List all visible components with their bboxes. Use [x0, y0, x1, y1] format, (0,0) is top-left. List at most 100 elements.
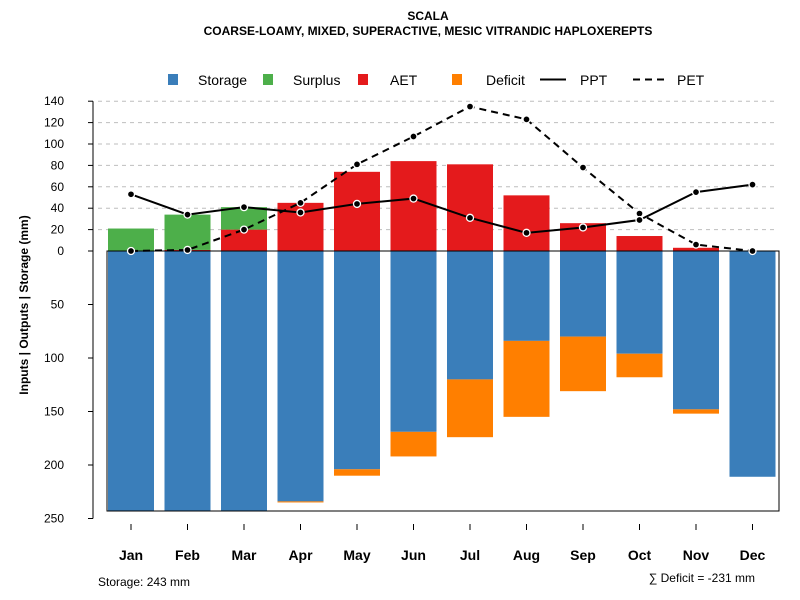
upper-y-tick-label: 40	[51, 201, 65, 215]
x-tick-label-oct: Oct	[628, 547, 652, 563]
pet-point-aug	[522, 115, 531, 124]
bar-surplus-jan	[108, 228, 154, 251]
x-tick-label-mar: Mar	[232, 547, 257, 563]
chart-title: SCALA	[407, 9, 449, 23]
bar-storage-may	[334, 251, 380, 470]
bar-storage-oct	[616, 251, 663, 354]
bar-aet-jul	[447, 164, 493, 251]
upper-y-tick-label: 140	[44, 94, 64, 108]
ppt-point-aug	[522, 228, 531, 237]
pet-point-mar	[239, 225, 249, 234]
bar-deficit-apr	[277, 501, 324, 503]
legend: Storage Surplus AET Deficit PPT PET	[168, 72, 705, 88]
ppt-point-mar	[239, 202, 249, 212]
bar-deficit-sep	[560, 336, 606, 392]
bar-deficit-jul	[447, 379, 493, 438]
axes: 0 20 40 60 80 100 120 140 50 100 150 200 250 Jan Feb Ma…	[44, 94, 766, 563]
upper-y-tick-label: 120	[44, 116, 64, 130]
lower-y-tick-label: 150	[44, 405, 64, 419]
bar-aet-oct	[616, 236, 663, 251]
bar-surplus-mar	[221, 207, 267, 230]
pet-point-sep	[578, 163, 588, 172]
bar-storage-dec	[729, 251, 776, 477]
bar-deficit-jun	[390, 431, 437, 457]
bar-deficit-may	[334, 469, 380, 476]
pet-point-dec	[748, 246, 757, 256]
pet-point-nov	[691, 240, 701, 249]
lower-y-tick-label: 200	[44, 458, 64, 472]
grid-lines	[98, 100, 778, 231]
ppt-point-feb	[183, 210, 192, 219]
bar-deficit-nov	[673, 409, 719, 414]
ppt-point-sep	[578, 223, 588, 232]
x-tick-label-jun: Jun	[401, 547, 426, 563]
upper-y-tick-label: 20	[51, 223, 65, 237]
bar-storage-feb	[164, 251, 211, 512]
ppt-point-dec	[748, 180, 757, 189]
plot-frame	[106, 250, 780, 512]
ppt-point-jul	[465, 213, 475, 222]
bar-aet-aug	[503, 195, 550, 251]
ppt-point-nov	[691, 187, 701, 197]
legend-deficit-swatch	[452, 74, 462, 85]
bar-storage-jan	[108, 251, 154, 512]
x-tick-label-apr: Apr	[288, 547, 313, 563]
x-tick-label-dec: Dec	[740, 547, 766, 563]
ppt-line	[130, 183, 753, 234]
lower-y-tick-label: 250	[44, 512, 64, 526]
upper-y-tick-label: 0	[57, 244, 64, 258]
pet-line	[130, 105, 753, 252]
x-tick-label-nov: Nov	[683, 547, 710, 563]
bar-storage-apr	[277, 251, 324, 502]
bar-storage-jun	[390, 251, 437, 432]
legend-aet-swatch	[358, 74, 368, 85]
x-tick-label-aug: Aug	[513, 547, 540, 563]
legend-aet-label: AET	[390, 72, 418, 88]
pet-point-feb	[183, 245, 192, 255]
legend-storage-label: Storage	[198, 72, 247, 88]
pet-point-apr	[296, 198, 305, 208]
legend-ppt-label: PPT	[580, 72, 608, 88]
chart-subtitle: COARSE-LOAMY, MIXED, SUPERACTIVE, MESIC …	[204, 24, 653, 38]
bar-aet-jun	[390, 161, 437, 251]
bar-deficit-oct	[616, 353, 663, 378]
lines	[126, 102, 757, 256]
x-tick-label-jan: Jan	[119, 547, 143, 563]
bar-storage-sep	[560, 251, 606, 337]
x-tick-label-jul: Jul	[460, 547, 480, 563]
ppt-point-jun	[409, 194, 418, 203]
lower-y-tick-label: 50	[51, 298, 65, 312]
bar-aet-nov	[673, 247, 719, 251]
x-tick-label-sep: Sep	[570, 547, 596, 563]
upper-y-tick-label: 100	[44, 137, 64, 151]
upper-y-tick-label: 80	[51, 158, 65, 172]
legend-surplus-label: Surplus	[293, 72, 340, 88]
pet-point-jan	[126, 246, 136, 256]
upper-y-tick-label: 60	[51, 180, 65, 194]
bar-storage-nov	[673, 251, 719, 410]
bar-deficit-aug	[503, 340, 550, 417]
ppt-point-may	[352, 199, 362, 209]
pet-point-may	[352, 160, 362, 169]
legend-pet-label: PET	[677, 72, 705, 88]
bar-storage-mar	[221, 251, 267, 512]
bar-aet-may	[334, 171, 380, 251]
pet-point-jul	[465, 102, 475, 111]
lower-y-tick-label: 100	[44, 351, 64, 365]
legend-storage-swatch	[168, 74, 178, 85]
x-tick-label-may: May	[343, 547, 370, 563]
deficit-note: ∑ Deficit = -231 mm	[649, 571, 755, 585]
bars	[108, 161, 776, 512]
ppt-point-jan	[126, 190, 136, 199]
ppt-point-oct	[635, 215, 644, 225]
pet-point-jun	[409, 132, 418, 141]
legend-surplus-swatch	[263, 74, 273, 85]
x-tick-label-feb: Feb	[175, 547, 200, 563]
legend-deficit-label: Deficit	[486, 72, 525, 88]
bar-storage-jul	[447, 251, 493, 380]
storage-note: Storage: 243 mm	[98, 575, 190, 589]
bar-storage-aug	[503, 251, 550, 341]
bar-aet-mar	[221, 229, 267, 251]
